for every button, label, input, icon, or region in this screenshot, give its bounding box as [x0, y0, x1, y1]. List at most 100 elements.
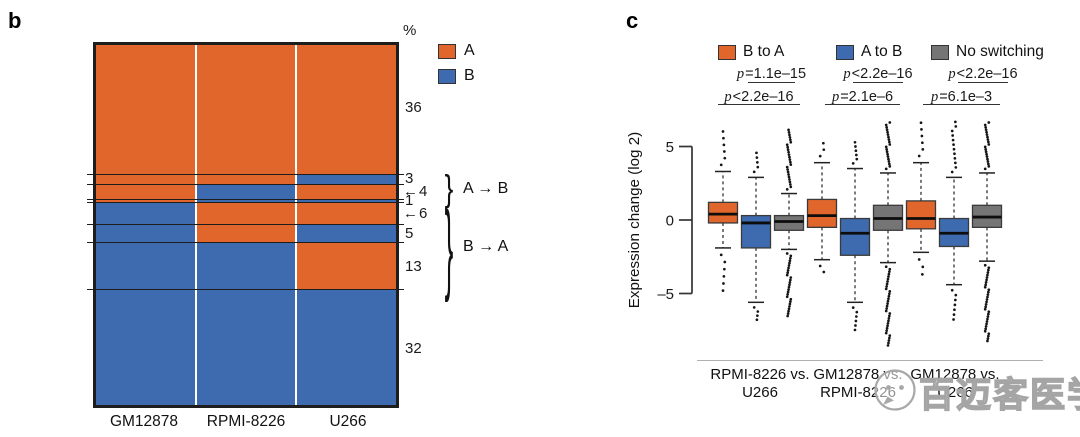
outlier-dot — [854, 319, 858, 323]
outlier-dot — [920, 134, 924, 138]
outlier-dot — [785, 165, 789, 169]
mosaic-cell-U266-B — [297, 224, 397, 242]
outlier-dot — [888, 140, 891, 144]
outlier-dot — [952, 143, 955, 146]
brace-glyph: } — [444, 188, 454, 305]
outlier-dot — [986, 160, 990, 163]
x-label-line2: U266 — [937, 384, 973, 401]
brace-b-to-a: } — [441, 196, 457, 297]
column-label-GM12878: GM12878 — [109, 413, 179, 430]
outlier-dot — [855, 310, 859, 314]
outlier-dot — [986, 157, 989, 161]
outlier-dot — [786, 271, 789, 275]
outlier-dot — [886, 133, 890, 137]
outlier-dot — [787, 175, 791, 179]
outlier-dot — [920, 128, 923, 131]
outlier-dot — [788, 259, 792, 263]
outlier-dot — [954, 125, 958, 128]
outlier-dot — [822, 141, 825, 145]
outlier-dot — [984, 147, 987, 151]
outlier-dot — [785, 295, 789, 299]
outlier-dot — [885, 304, 889, 308]
mosaic-column-labels: GM12878 RPMI-8226 U266 — [93, 413, 399, 431]
outlier-dot — [888, 121, 892, 124]
outlier-dot — [789, 278, 792, 282]
box-a-to-b — [839, 217, 871, 256]
outlier-dot — [950, 170, 954, 174]
outlier-dot — [822, 270, 826, 274]
outlier-dot — [888, 267, 892, 271]
panel-c-letter: c — [626, 8, 639, 33]
outlier-dot — [788, 305, 791, 308]
p-upper-g3-bar — [958, 82, 1008, 83]
outlier-dot — [983, 329, 987, 333]
outlier-dot — [986, 339, 989, 343]
outlier-dot — [785, 143, 789, 147]
outlier-dot — [787, 153, 791, 157]
mosaic-cell-U266-A — [297, 242, 397, 289]
box-b-to-a — [806, 198, 838, 228]
mosaic-percent-label-1: 1 — [405, 192, 414, 210]
outlier-dot — [787, 285, 791, 289]
mosaic-percent-label-13: 13 — [405, 258, 422, 276]
outlier-dot — [885, 147, 888, 151]
outlier-dot — [887, 317, 891, 320]
mosaic-row-1 — [87, 199, 404, 204]
outlier-dot — [789, 300, 792, 303]
mosaic-cell-GM12878-B — [96, 203, 197, 224]
legend-swatch — [931, 44, 949, 60]
legend-swatch-B — [438, 68, 456, 84]
outlier-dot — [788, 180, 792, 184]
p-lower-g3-text: p=6.1e–3 — [930, 89, 993, 105]
outlier-dot — [788, 155, 791, 159]
legend-label: A to B — [861, 43, 903, 60]
outlier-dot — [787, 266, 790, 270]
box-no-switching — [773, 214, 805, 231]
outlier-dot — [985, 322, 988, 326]
outlier-dot — [788, 261, 791, 265]
switch-group-label: A → B — [463, 179, 509, 197]
outlier-dot — [787, 150, 790, 154]
mosaic-cell-GM12878-A — [96, 174, 197, 185]
outlier-dot — [855, 315, 858, 318]
outlier-dot — [950, 288, 954, 292]
mosaic-cell-RPMI-8226-A — [196, 203, 298, 224]
p-upper-g1-text: p=1.1e–15 — [736, 66, 807, 82]
outlier-dot — [721, 130, 725, 133]
outlier-dot — [887, 160, 891, 163]
outlier-dot — [984, 281, 988, 284]
outlier-dot — [954, 166, 958, 169]
outlier-dot — [789, 297, 793, 301]
outlier-dot — [756, 165, 760, 169]
outlier-dot — [887, 294, 891, 298]
outlier-dot — [985, 298, 989, 301]
mosaic-row-32 — [96, 289, 397, 405]
mosaic-cell-GM12878-A — [96, 185, 197, 199]
outlier-dot — [984, 325, 988, 328]
outlier-dot — [722, 136, 725, 140]
x-label-group-1: RPMI-8226 vs. U266 — [680, 366, 840, 402]
outlier-dot — [886, 130, 889, 134]
legend-item-A: A — [438, 42, 475, 60]
left-arrow-icon: ← — [403, 205, 418, 223]
outlier-dot — [921, 141, 924, 145]
outlier-dot — [721, 289, 725, 292]
outlier-dot — [886, 302, 889, 305]
outlier-dot — [854, 149, 858, 153]
outlier-dot — [987, 165, 991, 168]
mosaic-cell-U266-A — [297, 45, 397, 174]
outlier-dot — [756, 160, 759, 164]
outlier-dot — [985, 155, 989, 158]
outlier-dot — [984, 303, 988, 306]
brace-glyph: } — [444, 166, 454, 210]
outlier-dot — [786, 148, 790, 152]
outlier-dot — [887, 157, 890, 161]
legend-swatch-A — [438, 43, 456, 59]
outlier-dot — [756, 310, 760, 313]
outlier-dot — [888, 143, 892, 146]
outlier-dot — [984, 126, 987, 129]
mosaic-percent-label-4: ←4 — [403, 183, 428, 201]
outlier-dot — [888, 334, 892, 337]
mosaic-cell-RPMI-8226-B — [196, 289, 298, 405]
